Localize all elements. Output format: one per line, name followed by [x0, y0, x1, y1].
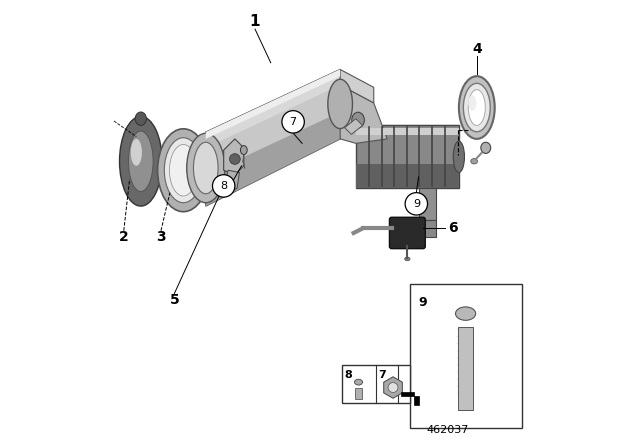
Polygon shape [344, 119, 362, 134]
Text: 4: 4 [472, 42, 482, 56]
Text: 7: 7 [289, 117, 297, 127]
Polygon shape [340, 85, 387, 143]
Polygon shape [356, 128, 459, 135]
Ellipse shape [404, 257, 410, 261]
Ellipse shape [129, 131, 153, 192]
Polygon shape [205, 69, 340, 148]
Circle shape [388, 383, 398, 392]
Text: 8: 8 [344, 370, 353, 379]
Ellipse shape [164, 138, 202, 203]
Polygon shape [205, 69, 340, 139]
Text: 2: 2 [119, 230, 129, 245]
Text: 9: 9 [419, 296, 427, 309]
Bar [458, 327, 473, 410]
Ellipse shape [456, 307, 476, 320]
Polygon shape [356, 125, 459, 188]
FancyBboxPatch shape [410, 284, 522, 428]
Polygon shape [401, 220, 436, 237]
Text: 9: 9 [413, 199, 420, 209]
Polygon shape [419, 188, 436, 220]
Polygon shape [205, 69, 340, 206]
Circle shape [230, 154, 240, 164]
Polygon shape [223, 170, 239, 193]
Text: 462037: 462037 [426, 425, 469, 435]
Ellipse shape [471, 159, 477, 164]
Polygon shape [401, 392, 419, 405]
FancyBboxPatch shape [389, 217, 425, 249]
Ellipse shape [241, 146, 247, 155]
Text: 6: 6 [448, 221, 458, 236]
Ellipse shape [131, 139, 142, 166]
Ellipse shape [468, 95, 476, 111]
Polygon shape [356, 125, 459, 134]
Ellipse shape [135, 112, 147, 125]
Text: 3: 3 [156, 230, 166, 245]
Ellipse shape [463, 83, 490, 132]
Ellipse shape [157, 129, 209, 212]
Ellipse shape [355, 379, 362, 385]
Text: 7: 7 [378, 370, 386, 379]
Polygon shape [205, 112, 340, 206]
Bar [355, 388, 362, 399]
Text: 5: 5 [170, 293, 179, 307]
Ellipse shape [120, 116, 162, 206]
Ellipse shape [187, 134, 225, 202]
Ellipse shape [481, 142, 491, 153]
Ellipse shape [453, 141, 465, 172]
Ellipse shape [170, 145, 197, 196]
Ellipse shape [328, 79, 353, 129]
Polygon shape [223, 139, 244, 175]
Ellipse shape [193, 142, 218, 194]
Polygon shape [356, 164, 459, 188]
FancyBboxPatch shape [342, 365, 410, 403]
Text: 8: 8 [220, 181, 227, 191]
Polygon shape [340, 69, 374, 103]
Circle shape [282, 111, 305, 133]
Ellipse shape [468, 90, 485, 125]
Circle shape [405, 193, 428, 215]
Ellipse shape [459, 76, 495, 139]
Ellipse shape [352, 112, 364, 128]
Text: 1: 1 [250, 14, 260, 29]
Circle shape [212, 175, 235, 197]
